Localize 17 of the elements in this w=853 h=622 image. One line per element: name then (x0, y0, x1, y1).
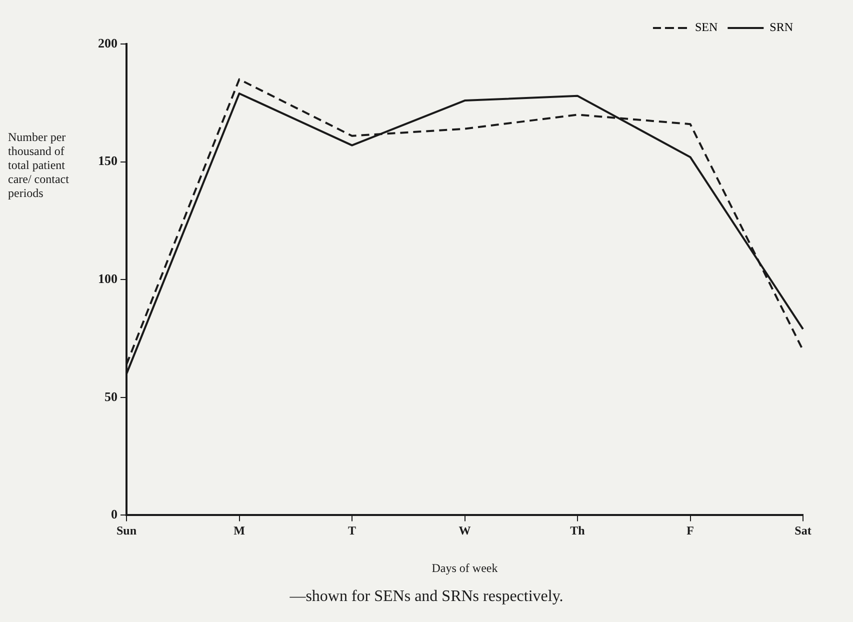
y-tick-label: 200 (98, 35, 118, 50)
y-tick-label: 0 (111, 506, 118, 522)
legend-label: SRN (770, 20, 794, 34)
text: —shown for SENs and SRNs respectively. (288, 588, 564, 606)
x-tick-label: Sun (116, 523, 137, 538)
y-tick-label: 50 (104, 388, 118, 404)
y-tick-label: 150 (98, 153, 118, 168)
x-tick-label: T (348, 523, 356, 538)
x-tick-label: F (686, 523, 694, 538)
x-tick-label: W (458, 523, 471, 538)
x-tick-label: Th (570, 523, 586, 538)
y-axis-title: Number per thousand of total patient care/ contact periods (8, 130, 70, 200)
x-axis-title: Days of week (432, 560, 498, 575)
x-tick-label: Sat (794, 523, 812, 538)
legend-label: SEN (694, 20, 718, 34)
x-tick-label: M (234, 523, 245, 538)
y-tick-label: 100 (98, 270, 118, 286)
